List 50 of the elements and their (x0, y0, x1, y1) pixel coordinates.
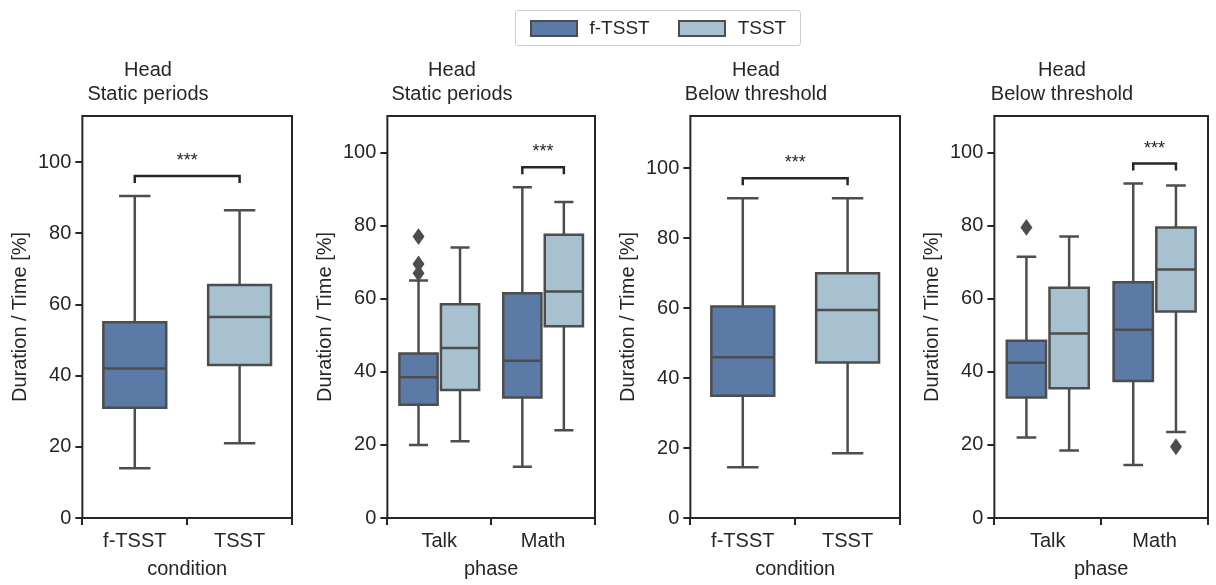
y-tick-label: 40 (961, 359, 984, 382)
y-tick-label: 60 (657, 295, 680, 318)
y-axis-title: Duration / Time [%] (7, 231, 30, 403)
y-tick-label: 20 (49, 434, 72, 457)
annotation: *** (532, 141, 554, 162)
x-tick-label: TSST (822, 528, 874, 551)
y-tick-label: 60 (49, 292, 72, 315)
legend-label: f-TSST (589, 17, 650, 39)
x-axis-title: condition (147, 556, 228, 579)
y-axis-title: Duration / Time [%] (312, 231, 335, 403)
y-tick-label: 80 (961, 213, 984, 236)
y-tick-label: 60 (354, 286, 377, 309)
y-tick-label: 80 (49, 220, 72, 243)
annotation: *** (1144, 137, 1166, 158)
y-tick-label: 20 (657, 435, 680, 458)
x-tick-label: TSST (214, 528, 266, 551)
y-tick-label: 100 (342, 140, 377, 163)
y-axis-title: Duration / Time [%] (615, 231, 638, 403)
chart-title: Head Static periods (87, 57, 209, 104)
y-tick-label: 20 (961, 432, 984, 455)
chart-title: Head Below threshold (684, 57, 828, 104)
y-tick-label: 100 (645, 155, 680, 178)
annotation: *** (784, 152, 806, 173)
x-axis-title: condition (755, 556, 836, 579)
x-axis-title: phase (463, 556, 519, 579)
y-tick-label: 20 (354, 432, 377, 455)
x-tick-label: Math (520, 528, 566, 551)
annotation: *** (176, 150, 198, 171)
x-tick-label: Talk (1029, 528, 1067, 551)
y-tick-label: 0 (60, 505, 72, 528)
y-tick-label: 80 (657, 225, 680, 248)
y-tick-label: 100 (37, 149, 72, 172)
y-tick-label: 40 (657, 365, 680, 388)
y-tick-label: 0 (668, 505, 680, 528)
y-tick-label: 40 (49, 363, 72, 386)
chart-title: Head Static periods (391, 57, 513, 104)
y-tick-label: 80 (354, 213, 377, 236)
y-tick-label: 0 (365, 505, 377, 528)
legend-label: TSST (737, 17, 787, 39)
y-tick-label: 0 (972, 505, 984, 528)
y-tick-label: 100 (949, 140, 984, 163)
y-tick-label: 60 (961, 286, 984, 309)
chart-title: Head Below threshold (990, 57, 1134, 104)
x-tick-label: Math (1132, 528, 1177, 551)
x-axis-title: phase (1073, 556, 1129, 579)
x-tick-label: f-TSST (711, 528, 775, 551)
x-tick-label: f-TSST (103, 528, 167, 551)
y-axis-title: Duration / Time [%] (919, 231, 942, 403)
y-tick-label: 40 (354, 359, 377, 382)
x-tick-label: Talk (421, 528, 459, 551)
